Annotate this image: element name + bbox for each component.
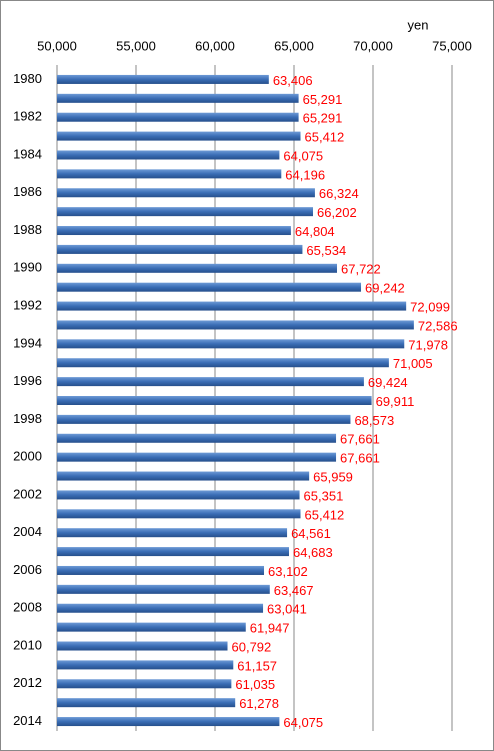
bar (57, 282, 362, 292)
bar (57, 528, 288, 538)
bar (57, 565, 265, 575)
y-tick-label: 2014 (13, 713, 42, 728)
value-label: 61,947 (250, 621, 290, 636)
value-label: 67,661 (340, 432, 380, 447)
value-label: 66,324 (319, 186, 359, 201)
bar (57, 717, 280, 727)
bar (57, 188, 315, 198)
y-tick-label: 2000 (13, 449, 42, 464)
value-label: 67,661 (340, 451, 380, 466)
value-label: 71,978 (408, 337, 448, 352)
bar (57, 471, 310, 481)
y-tick-label: 1988 (13, 222, 42, 237)
bar (57, 622, 246, 632)
value-label: 65,534 (306, 243, 346, 258)
value-label: 64,196 (285, 167, 325, 182)
x-tick-label: 60,000 (195, 38, 235, 53)
bar (57, 396, 372, 405)
y-tick-label: 1982 (13, 109, 42, 124)
bar (57, 433, 337, 443)
y-tick-label: 2012 (13, 675, 42, 690)
value-label: 72,099 (410, 300, 450, 315)
bar (57, 339, 405, 349)
value-label: 65,412 (305, 507, 345, 522)
value-label: 64,075 (283, 715, 323, 730)
bar (57, 169, 282, 179)
value-label: 65,412 (305, 130, 345, 145)
value-label: 61,157 (237, 658, 277, 673)
bar (57, 641, 228, 651)
bar (57, 660, 234, 670)
bar (57, 74, 269, 84)
value-label: 65,291 (303, 111, 343, 126)
value-label: 61,035 (235, 677, 275, 692)
y-tick-label: 1996 (13, 373, 42, 388)
bar (57, 301, 407, 311)
x-tick-label: 65,000 (274, 38, 314, 53)
bar (57, 452, 337, 462)
value-label: 63,102 (268, 564, 308, 579)
value-label: 65,351 (304, 488, 344, 503)
value-label: 66,202 (317, 205, 357, 220)
bar (57, 112, 299, 122)
y-tick-label: 1990 (13, 260, 42, 275)
value-label: 65,291 (303, 92, 343, 107)
value-label: 64,561 (291, 526, 331, 541)
value-label: 63,406 (273, 73, 313, 88)
value-label: 71,005 (393, 356, 433, 371)
y-tick-label: 2006 (13, 562, 42, 577)
value-label: 69,242 (365, 281, 405, 296)
x-tick-label: 70,000 (353, 38, 393, 53)
y-tick-label: 1980 (13, 71, 42, 86)
y-tick-label: 2002 (13, 486, 42, 501)
y-tick-label: 2008 (13, 600, 42, 615)
bar (57, 93, 299, 103)
bar (57, 490, 300, 500)
bar (57, 698, 236, 708)
bar (57, 679, 232, 689)
x-tick-label: 75,000 (432, 38, 472, 53)
value-label: 65,959 (313, 469, 353, 484)
value-label: 64,804 (295, 224, 335, 239)
value-label: 69,424 (368, 375, 408, 390)
y-tick-label: 1994 (13, 335, 42, 350)
y-tick-label: 1998 (13, 411, 42, 426)
bar (57, 358, 389, 368)
bar (57, 509, 301, 519)
bar (57, 226, 291, 236)
y-tick-label: 1986 (13, 184, 42, 199)
bar (57, 584, 270, 594)
bar (57, 263, 338, 273)
y-tick-label: 1992 (13, 298, 42, 313)
y-tick-label: 1984 (13, 146, 42, 161)
value-label: 63,467 (274, 583, 314, 598)
value-label: 67,722 (341, 262, 381, 277)
bar (57, 131, 301, 141)
value-label: 68,573 (354, 413, 394, 428)
unit-label: yen (408, 17, 429, 32)
value-label: 64,683 (293, 545, 333, 560)
value-label: 60,792 (232, 639, 272, 654)
value-label: 69,911 (376, 394, 415, 409)
value-label: 63,041 (267, 602, 307, 617)
bar (57, 150, 280, 160)
bar (57, 320, 414, 330)
bar (57, 547, 289, 557)
value-label: 64,075 (283, 148, 323, 163)
x-tick-label: 55,000 (116, 38, 156, 53)
y-tick-label: 2010 (13, 637, 42, 652)
value-label: 61,278 (239, 696, 279, 711)
bar (57, 244, 303, 254)
x-tick-label: 50,000 (37, 38, 77, 53)
bar (57, 603, 264, 613)
value-label: 72,586 (418, 318, 458, 333)
bar (57, 414, 351, 424)
bar (57, 377, 364, 387)
bar (57, 207, 313, 217)
y-tick-label: 2004 (13, 524, 42, 539)
